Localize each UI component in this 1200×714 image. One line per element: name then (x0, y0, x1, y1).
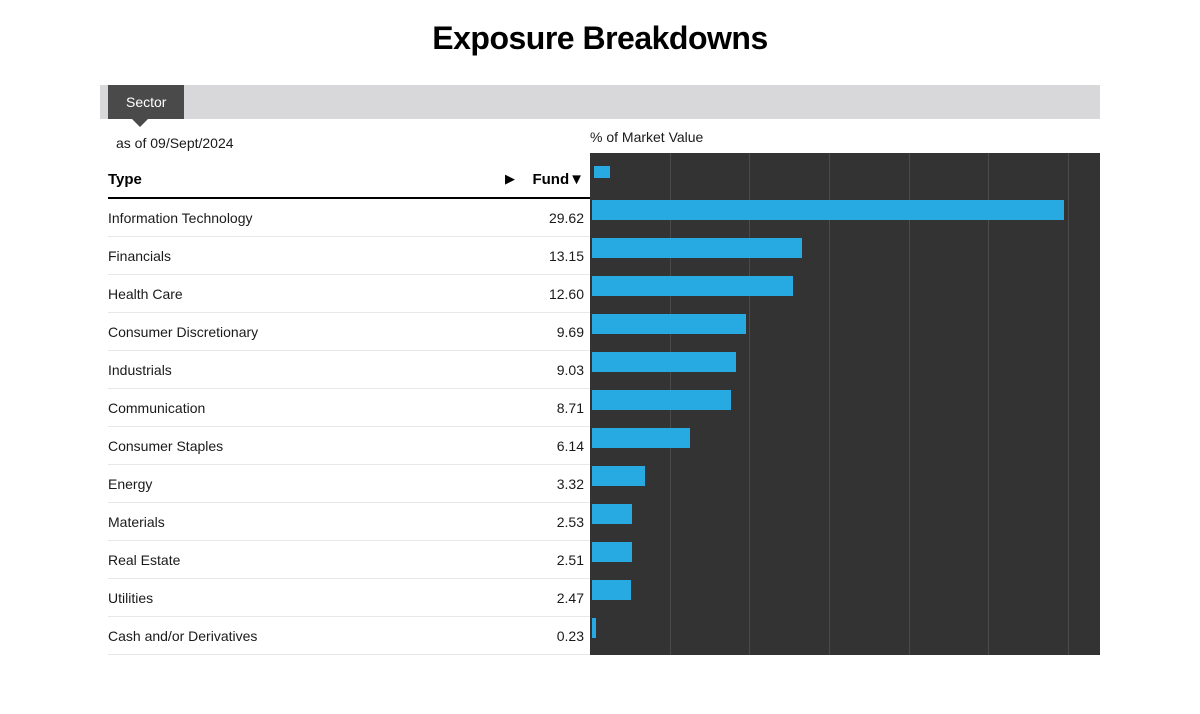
cell-fund: 0.23 (520, 628, 590, 644)
cell-fund: 6.14 (520, 438, 590, 454)
column-header-type[interactable]: Type (108, 171, 500, 188)
table-row: Communication8.71 (108, 389, 590, 427)
cell-type: Materials (108, 514, 520, 530)
cell-fund: 8.71 (520, 400, 590, 416)
bar-row (590, 191, 1100, 229)
cell-fund: 2.51 (520, 552, 590, 568)
bar-row (590, 495, 1100, 533)
chart-caption: % of Market Value (590, 129, 1100, 149)
cell-fund: 3.32 (520, 476, 590, 492)
cell-fund: 9.03 (520, 362, 590, 378)
exposure-bar-chart (590, 153, 1100, 655)
table-row: Health Care12.60 (108, 275, 590, 313)
table-row: Consumer Discretionary9.69 (108, 313, 590, 351)
column-header-fund-label: Fund (532, 171, 569, 188)
table-row: Cash and/or Derivatives0.23 (108, 617, 590, 655)
table-row: Materials2.53 (108, 503, 590, 541)
bar-row (590, 457, 1100, 495)
cell-fund: 12.60 (520, 286, 590, 302)
cell-fund: 9.69 (520, 324, 590, 340)
bar-row (590, 381, 1100, 419)
tab-bar: Sector (100, 85, 1100, 119)
cell-fund: 29.62 (520, 210, 590, 226)
bar-row (590, 267, 1100, 305)
bar (592, 542, 632, 562)
bar-row (590, 419, 1100, 457)
bar-row (590, 343, 1100, 381)
bar (592, 580, 631, 600)
bar (592, 504, 632, 524)
bar (592, 618, 596, 638)
bar-row (590, 229, 1100, 267)
cell-fund: 2.53 (520, 514, 590, 530)
table-row: Energy3.32 (108, 465, 590, 503)
table-row: Industrials9.03 (108, 351, 590, 389)
cell-type: Energy (108, 476, 520, 492)
cell-type: Consumer Staples (108, 438, 520, 454)
bar (592, 352, 736, 372)
sort-desc-icon: ▼ (569, 171, 584, 188)
cell-type: Utilities (108, 590, 520, 606)
table-row: Financials13.15 (108, 237, 590, 275)
column-header-fund[interactable]: Fund▼ (520, 171, 590, 188)
bar (592, 428, 690, 448)
cell-fund: 2.47 (520, 590, 590, 606)
cell-type: Information Technology (108, 210, 520, 226)
as-of-date: as of 09/Sept/2024 (108, 129, 590, 161)
cell-type: Communication (108, 400, 520, 416)
bar-row (590, 305, 1100, 343)
bar (592, 200, 1064, 220)
bar (592, 276, 793, 296)
tab-sector[interactable]: Sector (108, 85, 184, 119)
legend-swatch (594, 166, 610, 178)
cell-type: Consumer Discretionary (108, 324, 520, 340)
chart-legend (590, 153, 1100, 191)
bar (592, 314, 746, 334)
cell-type: Industrials (108, 362, 520, 378)
table-row: Consumer Staples6.14 (108, 427, 590, 465)
page-title: Exposure Breakdowns (100, 20, 1100, 57)
bar (592, 466, 645, 486)
cell-type: Health Care (108, 286, 520, 302)
expand-icon[interactable]: ▶ (500, 171, 520, 187)
bar-row (590, 609, 1100, 647)
table-row: Real Estate2.51 (108, 541, 590, 579)
cell-type: Real Estate (108, 552, 520, 568)
bar (592, 238, 802, 258)
cell-type: Financials (108, 248, 520, 264)
table-header: Type ▶ Fund▼ (108, 161, 590, 199)
bar-row (590, 533, 1100, 571)
bar (592, 390, 731, 410)
table-row: Information Technology29.62 (108, 199, 590, 237)
bar-row (590, 571, 1100, 609)
table-row: Utilities2.47 (108, 579, 590, 617)
cell-type: Cash and/or Derivatives (108, 628, 520, 644)
cell-fund: 13.15 (520, 248, 590, 264)
